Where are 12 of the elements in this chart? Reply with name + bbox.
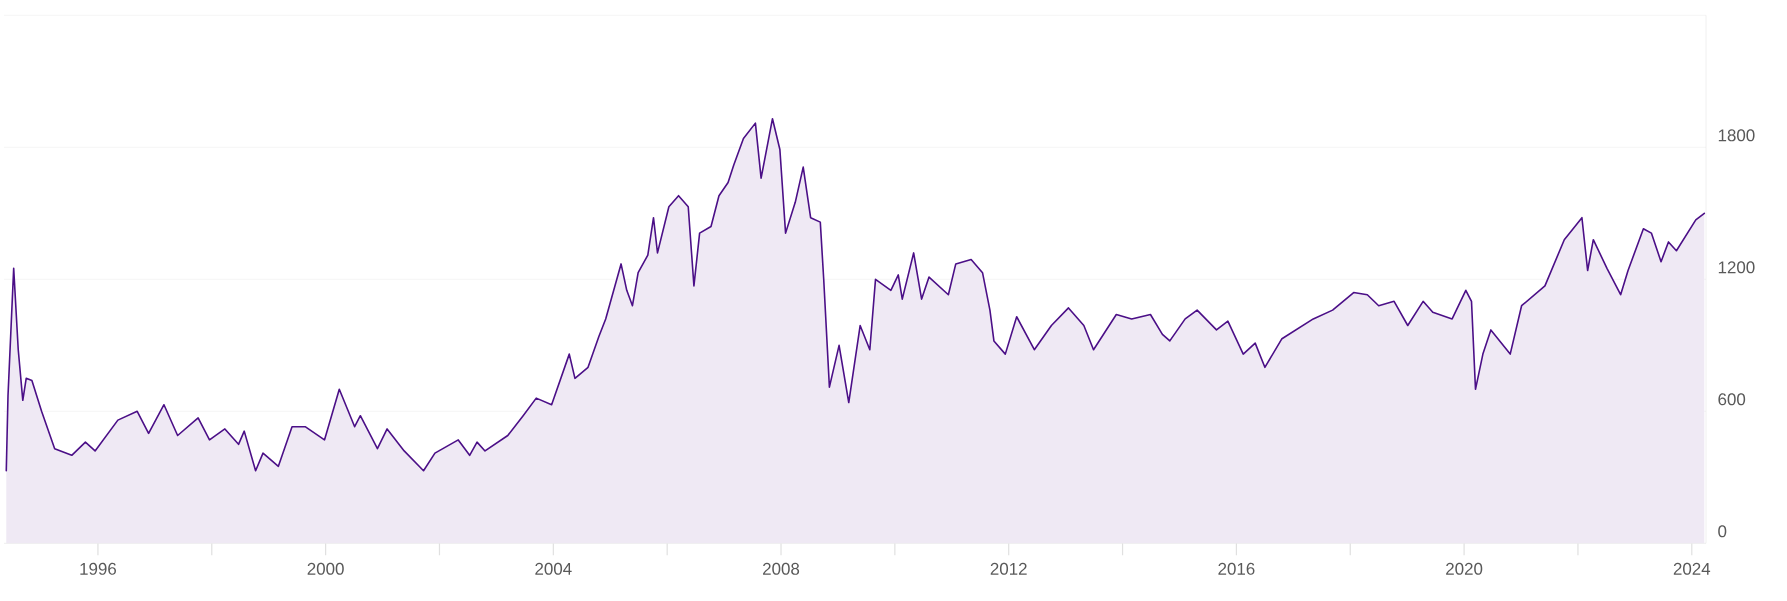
x-tick-label: 1996 [80, 562, 117, 575]
x-tick-label: 2024 [1673, 562, 1711, 575]
y-tick-label: 600 [1718, 393, 1746, 406]
x-tick-label: 2012 [990, 562, 1027, 575]
x-tick-label: 2016 [1218, 562, 1255, 575]
x-tick-label: 2004 [535, 562, 572, 575]
y-tick-label: 1800 [1718, 129, 1755, 142]
y-tick-label: 1200 [1718, 261, 1755, 274]
x-tick-label: 2008 [763, 562, 800, 575]
x-tick-label: 2000 [307, 562, 344, 575]
x-tick-label: 2020 [1446, 562, 1483, 575]
y-tick-label: 0 [1718, 525, 1727, 538]
